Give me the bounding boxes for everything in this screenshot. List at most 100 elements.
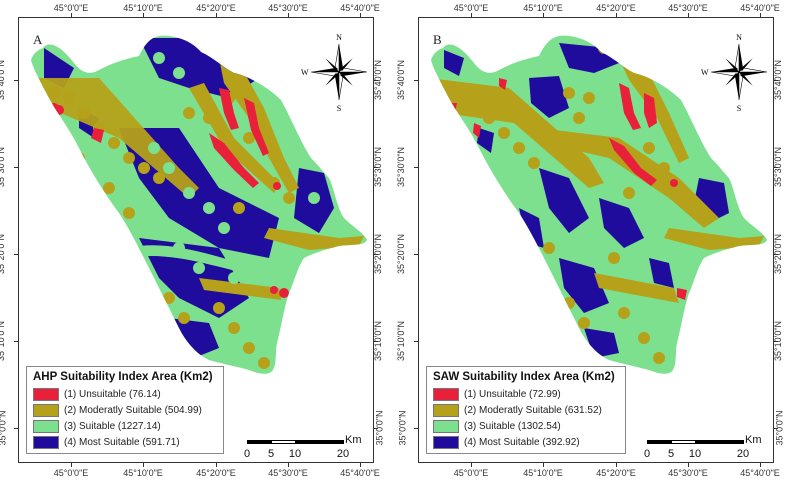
lat-label-left: 35°10'0"N xyxy=(0,320,7,362)
lon-tick xyxy=(360,463,361,467)
lat-tick xyxy=(374,167,378,168)
lon-tick xyxy=(288,463,289,467)
legend-saw: SAW Suitability Index Area (Km2) (1) Uns… xyxy=(426,366,626,454)
legend-item-unsuitable: (1) Unsuitable (72.99) xyxy=(433,386,619,402)
lat-label-left: 35°10'0"N xyxy=(396,320,407,362)
suitability-map xyxy=(31,35,367,374)
scale-tick: 20 xyxy=(736,448,750,460)
map-frame: B xyxy=(418,17,774,463)
lat-tick xyxy=(414,254,418,255)
lon-label-top: 45°30'0"E xyxy=(268,3,308,13)
scale-segment xyxy=(695,440,744,444)
scale-tick: 5 xyxy=(267,448,275,460)
legend-item-suitable: (3) Suitable (1302.54) xyxy=(433,418,619,434)
lat-tick xyxy=(774,80,778,81)
lon-tick xyxy=(688,463,689,467)
scale-segment xyxy=(295,440,344,444)
swatch-unsuitable xyxy=(33,387,59,401)
lat-label-left: 35°40'0"N xyxy=(0,59,7,101)
map-panel-saw: 45°0'0"E 45°10'0"E 45°20'0"E 45°30'0"E 4… xyxy=(396,0,795,482)
svg-text:N: N xyxy=(336,33,342,42)
scale-segment xyxy=(647,440,672,444)
lat-tick xyxy=(774,254,778,255)
swatch-suitable xyxy=(33,419,59,433)
lat-label-left: 35°20'0"N xyxy=(396,233,407,275)
legend-item-suitable: (3) Suitable (1227.14) xyxy=(33,418,217,434)
svg-text:S: S xyxy=(737,104,741,112)
lon-label-top: 45°30'0"E xyxy=(668,3,708,13)
scale-tick: 10 xyxy=(688,448,702,460)
suitability-map xyxy=(431,35,767,374)
legend-item-moderately-suitable: (2) Moderatly Suitable (631.52) xyxy=(433,402,619,418)
lat-tick xyxy=(14,341,18,342)
map-frame: A xyxy=(18,17,374,463)
legend-label: (3) Suitable (1227.14) xyxy=(64,420,161,432)
scale-tick: 0 xyxy=(643,448,651,460)
legend-label: (3) Suitable (1302.54) xyxy=(464,420,561,432)
lat-tick xyxy=(774,428,778,429)
lon-label-bottom: 45°40'0"E xyxy=(740,468,780,478)
lon-label-bottom: 45°30'0"E xyxy=(668,468,708,478)
legend-title: AHP Suitability Index Area (Km2) xyxy=(33,371,213,383)
scale-segment xyxy=(247,440,272,444)
lat-label-left: 35°40'0"N xyxy=(396,59,407,101)
panel-letter: A xyxy=(33,32,43,47)
lon-tick xyxy=(288,13,289,17)
lat-tick xyxy=(414,428,418,429)
svg-text:W: W xyxy=(301,68,309,77)
lon-tick xyxy=(616,463,617,467)
scale-tick: 0 xyxy=(243,448,251,460)
scale-segment xyxy=(671,440,696,444)
svg-text:S: S xyxy=(337,104,341,112)
swatch-unsuitable xyxy=(433,387,459,401)
legend-item-moderately-suitable: (2) Moderatly Suitable (504.99) xyxy=(33,402,217,418)
legend-item-unsuitable: (1) Unsuitable (76.14) xyxy=(33,386,217,402)
lat-label-left: 35°30'0"N xyxy=(0,146,7,188)
swatch-moderately-suitable xyxy=(33,403,59,417)
lon-tick xyxy=(760,13,761,17)
lon-tick xyxy=(471,463,472,467)
scale-tick: 10 xyxy=(288,448,302,460)
lon-label-top: 45°10'0"E xyxy=(123,3,163,13)
scale-tick: 20 xyxy=(336,448,350,460)
scale-tick: 5 xyxy=(667,448,675,460)
lon-label-bottom: 45°10'0"E xyxy=(523,468,563,478)
north-arrow-compass-icon: N S E W xyxy=(301,33,368,112)
lat-tick xyxy=(374,254,378,255)
lon-label-top: 45°20'0"E xyxy=(596,3,636,13)
lon-label-bottom: 45°40'0"E xyxy=(340,468,380,478)
lat-label-left: 35°20'0"N xyxy=(0,233,7,275)
legend-item-most-suitable: (4) Most Suitable (392.92) xyxy=(433,434,619,450)
lon-label-top: 45°20'0"E xyxy=(196,3,236,13)
lon-tick xyxy=(616,13,617,17)
lat-label-left: 35°30'0"N xyxy=(396,146,407,188)
legend-item-most-suitable: (4) Most Suitable (591.71) xyxy=(33,434,217,450)
lon-tick xyxy=(360,13,361,17)
lat-tick xyxy=(14,254,18,255)
lon-tick xyxy=(216,13,217,17)
legend-title: SAW Suitability Index Area (Km2) xyxy=(433,371,615,383)
lon-tick xyxy=(760,463,761,467)
lon-label-bottom: 45°10'0"E xyxy=(123,468,163,478)
lat-label-left: 35°0'0"N xyxy=(0,410,8,446)
lon-tick xyxy=(143,463,144,467)
svg-text:N: N xyxy=(736,33,742,42)
legend-label: (4) Most Suitable (392.92) xyxy=(464,436,580,448)
scale-segment xyxy=(271,440,296,444)
lon-label-bottom: 45°20'0"E xyxy=(196,468,236,478)
svg-text:W: W xyxy=(701,68,709,77)
lon-label-bottom: 45°30'0"E xyxy=(268,468,308,478)
legend-label: (1) Unsuitable (72.99) xyxy=(464,388,561,400)
swatch-suitable xyxy=(433,419,459,433)
legend-label: (4) Most Suitable (591.71) xyxy=(64,436,180,448)
lon-label-top: 45°40'0"E xyxy=(340,3,380,13)
lon-tick xyxy=(71,463,72,467)
lon-tick xyxy=(471,13,472,17)
lon-label-top: 45°0'0"E xyxy=(453,3,489,13)
lat-tick xyxy=(774,167,778,168)
lon-tick xyxy=(71,13,72,17)
north-arrow-compass-icon: N S E W xyxy=(701,33,768,112)
lon-label-bottom: 45°0'0"E xyxy=(453,468,489,478)
lon-label-top: 45°40'0"E xyxy=(740,3,780,13)
lon-tick xyxy=(543,13,544,17)
